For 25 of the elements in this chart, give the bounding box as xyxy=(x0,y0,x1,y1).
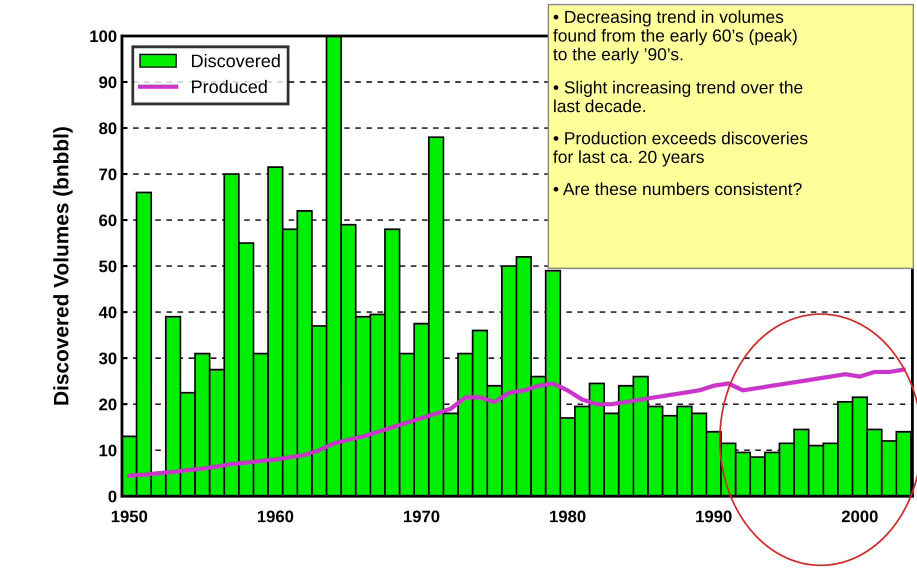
y-tick-label: 80 xyxy=(99,122,116,134)
x-tick-label: 2000 xyxy=(842,510,878,522)
x-tick-label: 1970 xyxy=(404,510,440,522)
y-tick-label: 30 xyxy=(98,352,116,364)
annotation: • Slight increasing trend over the last decade. xyxy=(554,80,802,112)
y-axis-title: Discovered Volumes (bnbbl) xyxy=(53,127,73,405)
x-tick-label: 1980 xyxy=(550,510,586,522)
y-tick-label: 20 xyxy=(99,398,116,410)
y-tick-label: 90 xyxy=(99,76,116,88)
annotation: • Production exceeds discoveries for last ca. 20 years xyxy=(553,132,808,166)
y-tick-label: 100 xyxy=(90,30,116,42)
x-tick-label: 1990 xyxy=(696,510,732,522)
x-tick-label: 1960 xyxy=(258,510,294,522)
annotation: • Decreasing trend in volumes found from the early 60’s (peak) to the early ’90’s. xyxy=(553,10,797,64)
legend-label: Discovered xyxy=(192,54,280,68)
line-series xyxy=(127,368,906,478)
y-tick-label: 60 xyxy=(99,214,116,226)
y-tick-label: 50 xyxy=(99,260,116,272)
y-tick-label: 10 xyxy=(100,444,116,456)
x-tick-label: 1950 xyxy=(112,510,148,522)
y-tick-label: 70 xyxy=(99,168,116,180)
y-tick-label: 40 xyxy=(98,306,116,318)
legend-label: Produced xyxy=(192,80,267,94)
y-tick-label: 0 xyxy=(108,490,116,502)
annotation: • Are these numbers consistent? xyxy=(554,182,802,196)
